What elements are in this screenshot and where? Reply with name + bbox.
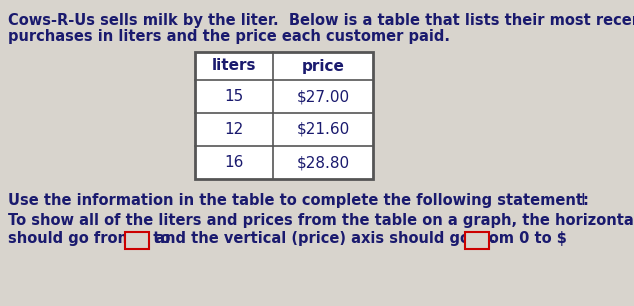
Text: liters: liters bbox=[212, 58, 256, 73]
Text: .: . bbox=[489, 231, 495, 246]
Text: $27.00: $27.00 bbox=[297, 89, 349, 104]
Text: and the vertical (price) axis should go from 0 to $: and the vertical (price) axis should go … bbox=[150, 231, 567, 246]
Text: should go from 0 to: should go from 0 to bbox=[8, 231, 171, 246]
Text: Cows-R-Us sells milk by the liter.  Below is a table that lists their most recen: Cows-R-Us sells milk by the liter. Below… bbox=[8, 13, 634, 28]
Text: Use the information in the table to complete the following statement:: Use the information in the table to comp… bbox=[8, 193, 589, 208]
Text: 15: 15 bbox=[224, 89, 243, 104]
Text: To show all of the liters and prices from the table on a graph, the horizontal (: To show all of the liters and prices fro… bbox=[8, 213, 634, 228]
Text: $28.80: $28.80 bbox=[297, 155, 349, 170]
Bar bbox=[195, 52, 373, 179]
Text: 12: 12 bbox=[224, 122, 243, 137]
Text: 16: 16 bbox=[224, 155, 243, 170]
Bar bbox=[125, 232, 149, 249]
Text: purchases in liters and the price each customer paid.: purchases in liters and the price each c… bbox=[8, 29, 450, 44]
Text: I: I bbox=[580, 193, 585, 208]
Text: price: price bbox=[302, 58, 344, 73]
Bar bbox=[195, 52, 373, 179]
Text: $21.60: $21.60 bbox=[296, 122, 349, 137]
Bar bbox=[465, 232, 489, 249]
